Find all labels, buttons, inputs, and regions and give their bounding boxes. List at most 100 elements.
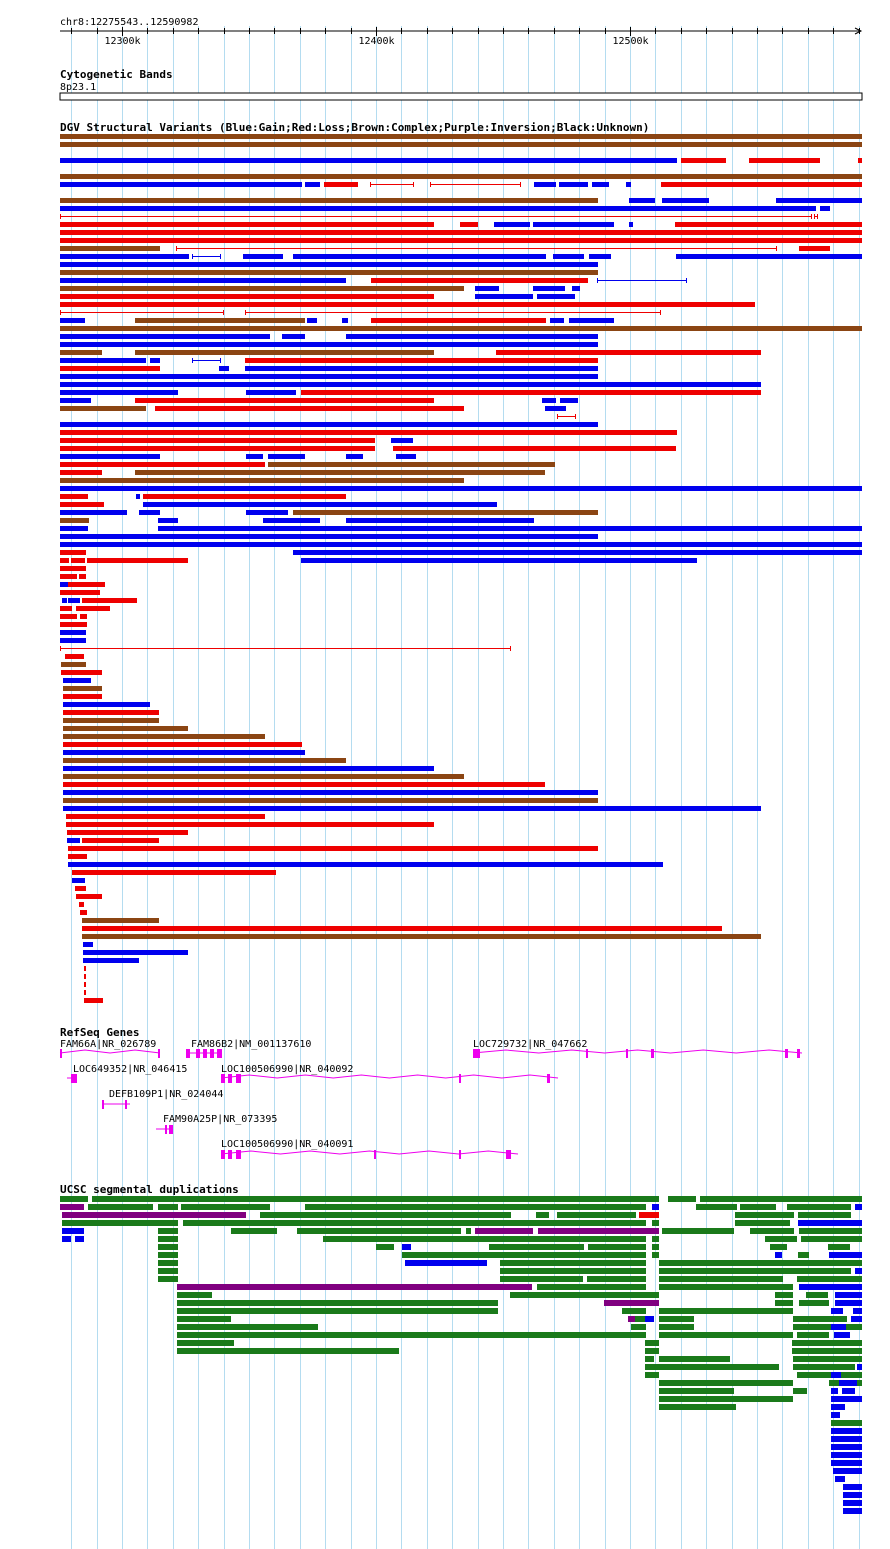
segdup-feature[interactable] (750, 1228, 794, 1234)
segdup-feature[interactable] (842, 1388, 855, 1394)
dgv-variant-bar[interactable] (60, 366, 160, 371)
dgv-variant-bar[interactable] (60, 526, 88, 531)
dgv-variant-bar[interactable] (324, 182, 358, 187)
dgv-variant-bar[interactable] (675, 222, 862, 227)
dgv-variant-bar[interactable] (537, 294, 575, 299)
segdup-feature[interactable] (828, 1244, 850, 1250)
segdup-feature[interactable] (158, 1252, 178, 1258)
dgv-variant-bar[interactable] (60, 134, 862, 139)
dgv-variant-bar[interactable] (396, 454, 416, 459)
dgv-variant-bar[interactable] (60, 606, 72, 611)
dgv-variant-bar[interactable] (143, 494, 346, 499)
dgv-variant-bar[interactable] (60, 382, 761, 387)
segdup-feature[interactable] (843, 1492, 862, 1498)
segdup-feature[interactable] (510, 1292, 659, 1298)
segdup-feature[interactable] (659, 1396, 793, 1402)
segdup-feature[interactable] (855, 1268, 862, 1274)
dgv-variant-bar[interactable] (60, 462, 265, 467)
segdup-feature[interactable] (88, 1204, 153, 1210)
dgv-variant-bar[interactable] (135, 318, 305, 323)
segdup-feature[interactable] (405, 1260, 487, 1266)
dgv-variant-bar[interactable] (60, 254, 189, 259)
segdup-feature[interactable] (75, 1236, 84, 1242)
segdup-feature[interactable] (622, 1308, 646, 1314)
dgv-variant-bar[interactable] (60, 246, 160, 251)
dgv-variant-bar[interactable] (60, 638, 86, 643)
dgv-variant-bar[interactable] (626, 182, 631, 187)
segdup-feature[interactable] (60, 1204, 84, 1210)
segdup-feature[interactable] (633, 1316, 646, 1322)
segdup-feature[interactable] (177, 1348, 399, 1354)
segdup-feature[interactable] (177, 1340, 234, 1346)
dgv-variant-bar[interactable] (60, 334, 270, 339)
dgv-variant-bar[interactable] (246, 390, 296, 395)
dgv-variant-bar[interactable] (550, 318, 564, 323)
dgv-variant-bar[interactable] (155, 406, 464, 411)
dgv-variant-bar[interactable] (545, 406, 566, 411)
segdup-feature[interactable] (793, 1364, 855, 1370)
dgv-variant-bar[interactable] (60, 262, 598, 267)
dgv-variant-bar[interactable] (79, 902, 84, 907)
dgv-variant-bar[interactable] (60, 566, 86, 571)
segdup-feature[interactable] (801, 1236, 862, 1242)
dgv-variant-bar[interactable] (83, 958, 139, 963)
dgv-variant-bar[interactable] (63, 702, 150, 707)
segdup-feature[interactable] (659, 1260, 862, 1266)
dgv-variant-bar[interactable] (858, 158, 862, 163)
segdup-feature[interactable] (659, 1356, 730, 1362)
segdup-feature[interactable] (537, 1284, 646, 1290)
segdup-feature[interactable] (305, 1204, 646, 1210)
segdup-feature[interactable] (831, 1404, 845, 1410)
dgv-variant-bar[interactable] (569, 318, 614, 323)
gene-model[interactable]: FAM86B2|NM_001137610 (186, 1039, 311, 1058)
segdup-feature[interactable] (402, 1252, 646, 1258)
segdup-feature[interactable] (662, 1228, 734, 1234)
segdup-feature[interactable] (659, 1276, 783, 1282)
dgv-variant-bar[interactable] (749, 158, 820, 163)
dgv-variant-bar[interactable] (63, 790, 598, 795)
dgv-variant-bar[interactable] (83, 950, 188, 955)
dgv-variant-bar[interactable] (60, 574, 77, 579)
dgv-variant-bar[interactable] (60, 622, 87, 627)
dgv-variant-bar[interactable] (282, 334, 305, 339)
segdup-feature[interactable] (500, 1268, 646, 1274)
gene-model[interactable]: FAM90A25P|NR_073395 (156, 1114, 277, 1134)
segdup-feature[interactable] (645, 1340, 659, 1346)
segdup-feature[interactable] (668, 1196, 696, 1202)
segdup-feature[interactable] (177, 1316, 231, 1322)
dgv-variant-bar[interactable] (66, 822, 434, 827)
segdup-feature[interactable] (659, 1404, 736, 1410)
dgv-variant-bar[interactable] (136, 494, 140, 499)
dgv-variant-bar[interactable] (82, 918, 159, 923)
segdup-feature[interactable] (831, 1388, 838, 1394)
segdup-feature[interactable] (829, 1252, 862, 1258)
dgv-variant-bar[interactable] (245, 366, 598, 371)
dgv-variant-bar[interactable] (60, 542, 862, 547)
segdup-feature[interactable] (843, 1508, 862, 1514)
segdup-feature[interactable] (158, 1268, 178, 1274)
dgv-variant-bar[interactable] (662, 198, 709, 203)
dgv-variant-bar[interactable] (60, 158, 677, 163)
segdup-feature[interactable] (833, 1468, 862, 1474)
dgv-variant-bar[interactable] (243, 254, 283, 259)
segdup-feature[interactable] (376, 1244, 394, 1250)
dgv-variant-bar[interactable] (246, 510, 288, 515)
dgv-variant-bar[interactable] (63, 750, 305, 755)
segdup-feature[interactable] (696, 1204, 737, 1210)
segdup-feature[interactable] (62, 1236, 71, 1242)
dgv-variant-bar[interactable] (75, 886, 86, 891)
dgv-variant-bar[interactable] (346, 334, 598, 339)
dgv-variant-bar[interactable] (60, 294, 434, 299)
dgv-variant-bar[interactable] (60, 518, 89, 523)
dgv-variant-bar[interactable] (60, 502, 104, 507)
dgv-variant-bar[interactable] (542, 398, 556, 403)
segdup-feature[interactable] (792, 1340, 862, 1346)
dgv-variant-bar[interactable] (371, 278, 588, 283)
dgv-variant-bar[interactable] (84, 974, 86, 979)
segdup-feature[interactable] (834, 1332, 850, 1338)
dgv-variant-bar[interactable] (71, 558, 85, 563)
dgv-variant-bar[interactable] (150, 358, 160, 363)
segdup-feature[interactable] (158, 1276, 178, 1282)
dgv-variant-bar[interactable] (60, 206, 816, 211)
dgv-variant-bar[interactable] (63, 806, 761, 811)
